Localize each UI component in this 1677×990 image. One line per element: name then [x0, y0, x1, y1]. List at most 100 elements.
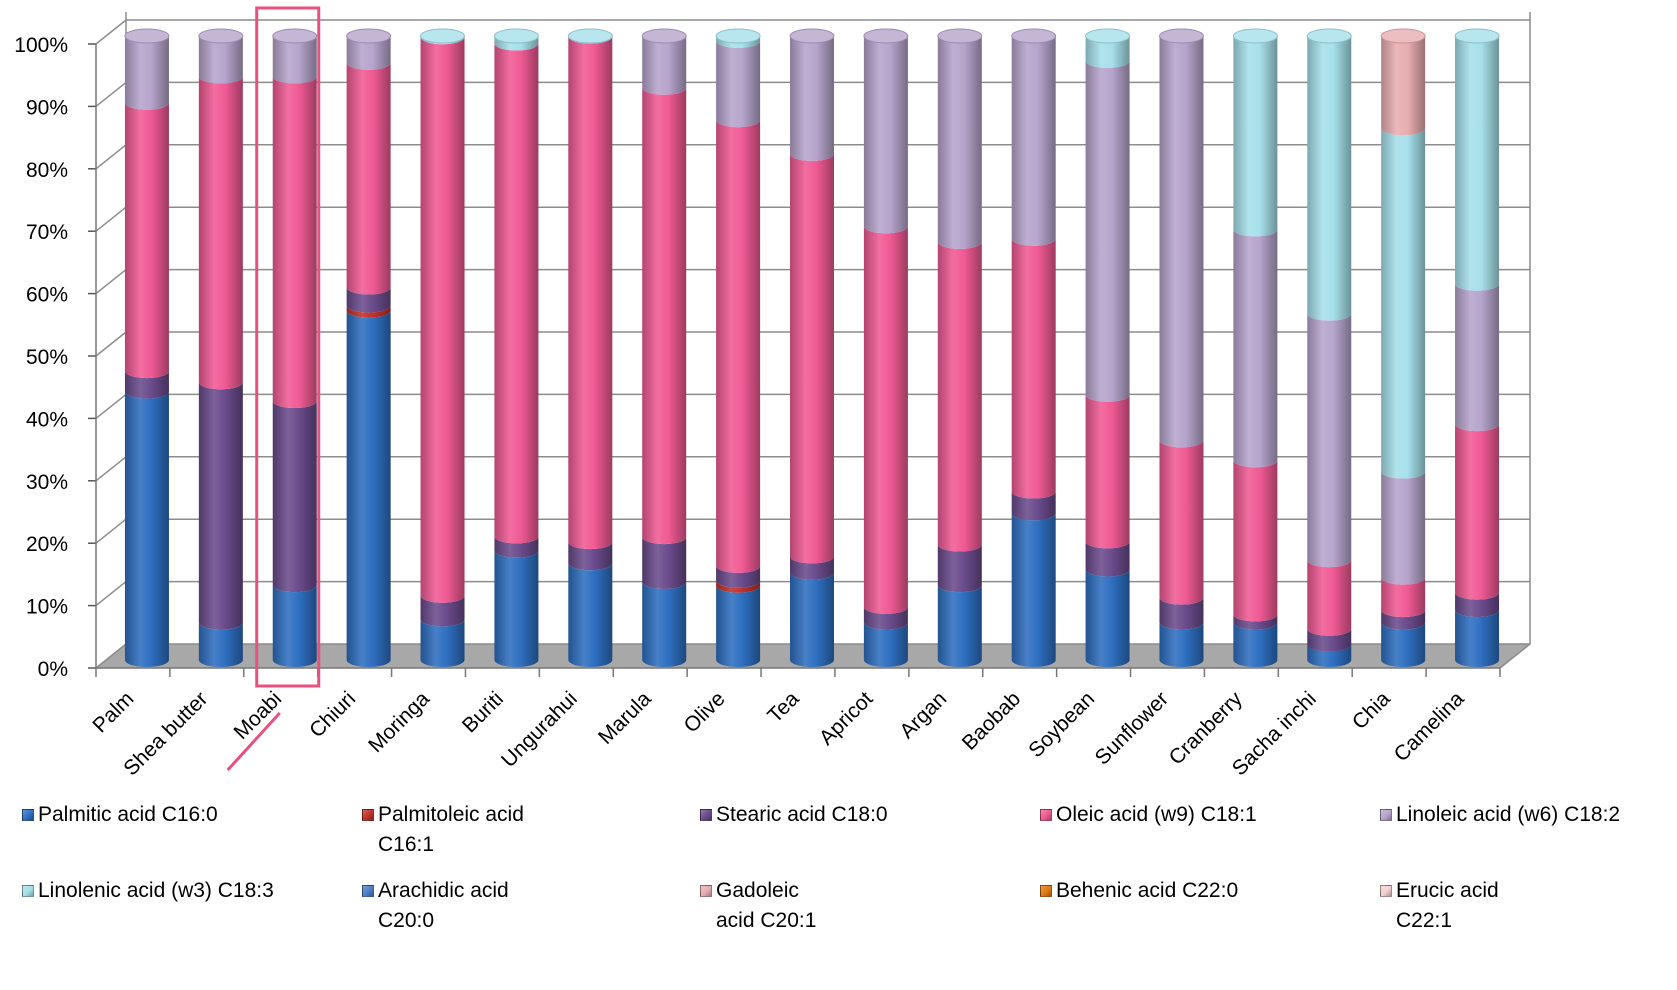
bar-segment: [863, 606, 908, 630]
bar-segment: [716, 565, 761, 588]
bar-top-cap: [493, 28, 539, 44]
bar-segment: [642, 582, 687, 668]
bar-segment: [1233, 622, 1278, 668]
bar-cranberry: [1232, 28, 1278, 668]
bar-segment: [642, 87, 687, 545]
bar-segment: [494, 550, 539, 667]
bar-segment: [1381, 471, 1426, 585]
bar-sunflower: [1158, 28, 1204, 668]
gridline-depth: [95, 331, 127, 357]
bar-segment: [1381, 36, 1426, 136]
bar-segment: [937, 544, 982, 593]
bar-segment: [494, 43, 539, 544]
x-tick-label: Moringa: [364, 687, 434, 757]
y-tick-label: 60%: [26, 284, 68, 307]
bar-segment: [1455, 610, 1500, 668]
bar-segment: [198, 76, 243, 390]
axis-layer: [88, 43, 1501, 677]
bar-segment: [272, 76, 317, 409]
bar-top-cap: [715, 28, 761, 44]
x-tick-label: Argan: [895, 687, 951, 743]
x-tick-label: Chiuri: [305, 687, 360, 742]
x-tick-label: Tea: [763, 687, 803, 727]
y-tick-label: 10%: [26, 596, 68, 619]
bar-camelina: [1454, 28, 1500, 668]
bar-segment: [124, 391, 169, 667]
gridline-depth: [95, 643, 127, 669]
bar-segment: [420, 619, 465, 668]
bar-segment: [716, 36, 761, 48]
bar-segment: [346, 62, 391, 295]
highlight-box: [255, 6, 321, 688]
highlight-underline: [226, 711, 281, 772]
bar-segment: [642, 537, 687, 589]
y-tick-label: 70%: [26, 221, 68, 244]
x-tick-label: Marula: [594, 687, 656, 749]
x-tick-label: Camelina: [1390, 687, 1469, 766]
bar-top-cap: [863, 28, 909, 44]
floor-right-edge: [1499, 643, 1531, 669]
bar-segment: [1381, 622, 1426, 668]
y-tick-label: 80%: [26, 159, 68, 182]
bar-soybean: [1085, 28, 1131, 668]
bar-segment: [198, 622, 243, 668]
gridline-depth: [95, 518, 127, 544]
bar-top-cap: [937, 28, 983, 44]
bar-segment: [1233, 460, 1278, 622]
bar-top-cap: [567, 28, 613, 44]
bar-segment: [1085, 541, 1130, 577]
bar-segment: [198, 382, 243, 630]
bar-segment: [1085, 36, 1130, 68]
bar-top-cap: [1158, 28, 1204, 44]
bar-segment: [272, 585, 317, 668]
bar-segment: [1159, 36, 1204, 448]
bar-segment: [198, 36, 243, 84]
bar-moringa: [420, 28, 466, 668]
x-tick-label: Palm: [88, 687, 138, 737]
bar-segment: [1233, 614, 1278, 630]
bar-segment: [346, 305, 391, 318]
bar-top-cap: [1232, 28, 1278, 44]
bar-apricot: [863, 28, 909, 668]
bar-top-cap: [1306, 28, 1352, 44]
bar-tea: [789, 28, 835, 667]
bar-segment: [124, 371, 169, 399]
bar-segment: [1455, 36, 1500, 291]
bar-segment: [494, 536, 539, 558]
y-tick-label: 40%: [26, 408, 68, 431]
bar-top-cap: [198, 28, 244, 44]
gridline-depth: [95, 81, 127, 107]
gridline-depth: [95, 144, 127, 170]
gridline-depth: [95, 393, 127, 419]
bar-segment: [937, 241, 982, 552]
bar-top-cap: [420, 28, 466, 44]
bar-segment: [716, 585, 761, 668]
bar-top-cap: [789, 28, 835, 44]
y-tick-label: 50%: [26, 346, 68, 369]
bar-top-cap: [1454, 28, 1500, 44]
bar-segment: [1455, 283, 1500, 432]
x-tick-label: Buriti: [458, 687, 508, 737]
highlight-layer: [226, 6, 321, 772]
gridline-depth: [95, 206, 127, 232]
bar-segment: [1085, 394, 1130, 549]
bar-segment: [1307, 560, 1352, 636]
bar-shea-butter: [198, 28, 244, 668]
bar-sacha-inchi: [1306, 28, 1352, 668]
x-tick-label: Chia: [1348, 687, 1395, 734]
bar-segment: [346, 310, 391, 668]
bar-segment: [1233, 36, 1278, 237]
bar-segment: [863, 226, 908, 614]
bar-chia: [1380, 28, 1426, 668]
y-tick-label: 100%: [14, 34, 68, 57]
gridline-depth: [95, 269, 127, 295]
bar-olive: [715, 28, 761, 668]
bar-segment: [568, 563, 613, 668]
bar-segment: [790, 572, 834, 667]
bar-chiuri: [346, 28, 392, 668]
bar-top-cap: [346, 28, 392, 44]
bar-moabi: [272, 28, 318, 668]
bar-segment: [790, 153, 834, 564]
bar-segment: [1381, 610, 1426, 630]
bar-segment: [716, 40, 761, 128]
